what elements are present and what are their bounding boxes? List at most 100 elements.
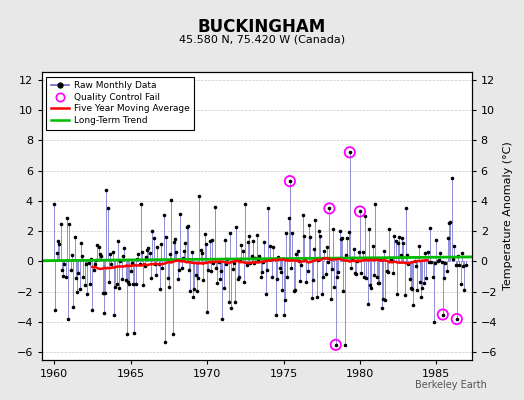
Point [273, 276, 281, 282]
Point [377, 305, 386, 311]
Point [144, 245, 152, 251]
Point [125, 280, 134, 287]
Point [355, 248, 363, 255]
Point [250, 260, 258, 266]
Point [123, 331, 131, 338]
Point [288, 230, 297, 236]
Point [194, 275, 202, 282]
Point [60, 261, 69, 267]
Point [325, 205, 334, 212]
Point [264, 205, 272, 212]
Point [429, 273, 437, 280]
Point [280, 297, 289, 304]
Point [155, 261, 163, 267]
Point [220, 285, 228, 291]
Point [447, 175, 456, 181]
Point [391, 238, 400, 244]
Point [364, 301, 372, 307]
Point [99, 290, 107, 296]
Point [180, 248, 188, 255]
Point [308, 295, 316, 302]
Point [59, 272, 67, 279]
Point [189, 293, 197, 300]
Point [403, 252, 411, 258]
Point [200, 231, 209, 238]
Point [150, 261, 159, 267]
Point [408, 286, 417, 292]
Point [228, 266, 237, 272]
Point [69, 304, 78, 311]
Point [157, 241, 166, 247]
Point [85, 281, 94, 287]
Point [238, 248, 247, 254]
Point [162, 234, 170, 240]
Point [83, 291, 92, 298]
Point [70, 234, 79, 240]
Point [140, 262, 149, 269]
Point [90, 267, 98, 273]
Point [54, 238, 62, 245]
Point [161, 339, 169, 346]
Point [282, 230, 290, 236]
Point [88, 307, 96, 313]
Point [455, 262, 464, 268]
Point [462, 262, 470, 268]
Point [235, 274, 243, 280]
Point [438, 259, 446, 265]
Point [163, 275, 172, 282]
Point [267, 256, 275, 262]
Point [225, 299, 233, 306]
Point [324, 259, 332, 265]
Point [399, 240, 408, 246]
Point [252, 255, 260, 262]
Point [453, 316, 461, 322]
Point [458, 249, 466, 256]
Point [114, 238, 122, 244]
Point [459, 262, 467, 269]
Point [208, 236, 216, 243]
Point [394, 240, 402, 246]
Point [374, 280, 382, 286]
Point [74, 270, 83, 276]
Text: Berkeley Earth: Berkeley Earth [416, 380, 487, 390]
Point [310, 246, 318, 252]
Point [333, 274, 341, 281]
Point [103, 205, 112, 212]
Point [302, 278, 311, 285]
Point [416, 278, 424, 285]
Point [440, 275, 448, 281]
Point [406, 276, 414, 282]
Point [376, 256, 385, 262]
Point [196, 247, 205, 254]
Point [390, 232, 399, 239]
Point [442, 268, 451, 275]
Point [334, 269, 343, 275]
Point [138, 248, 146, 255]
Point [204, 267, 213, 273]
Point [82, 261, 90, 267]
Point [206, 268, 215, 274]
Point [306, 234, 314, 240]
Point [172, 249, 181, 255]
Point [356, 208, 364, 215]
Point [381, 297, 390, 303]
Point [294, 258, 303, 264]
Point [169, 331, 177, 338]
Point [343, 235, 352, 242]
Point [330, 284, 339, 290]
Point [398, 234, 406, 241]
Point [286, 178, 294, 184]
Point [312, 293, 321, 300]
Point [435, 257, 443, 263]
Point [156, 286, 164, 292]
Point [445, 220, 453, 226]
Point [100, 310, 108, 316]
Point [67, 267, 75, 274]
Point [178, 265, 186, 272]
Point [222, 260, 231, 267]
Point [413, 287, 421, 294]
Point [133, 256, 141, 262]
Point [404, 261, 412, 267]
Point [119, 253, 127, 260]
Point [368, 243, 377, 249]
